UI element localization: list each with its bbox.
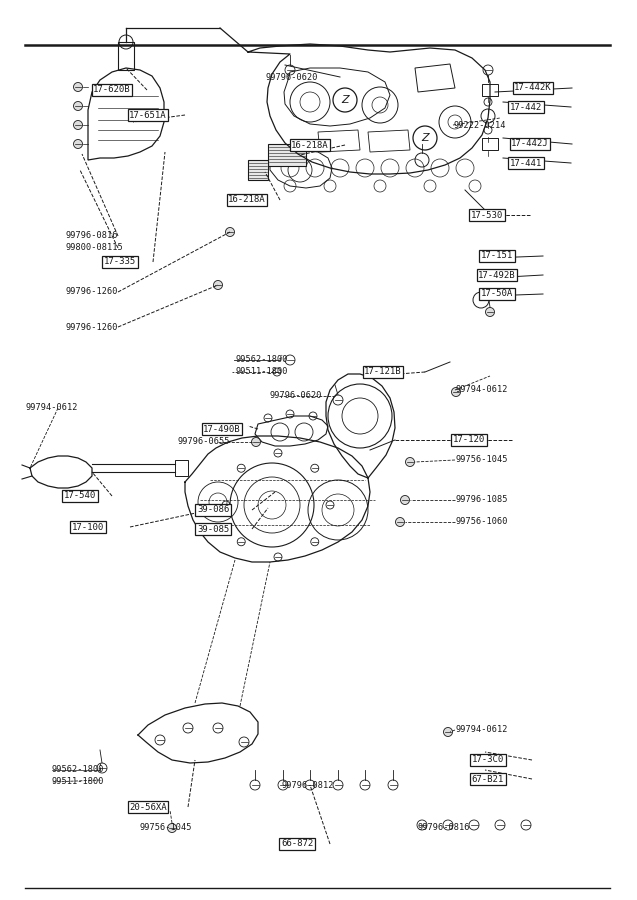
Text: 17-651A: 17-651A <box>129 111 167 120</box>
Text: 99756-1060: 99756-1060 <box>455 518 508 526</box>
Text: 17-3C0: 17-3C0 <box>472 755 504 764</box>
Text: 17-50A: 17-50A <box>481 290 513 299</box>
Text: 99796-0620: 99796-0620 <box>270 392 322 400</box>
Text: 99796-0620: 99796-0620 <box>266 73 318 82</box>
Text: 17-120: 17-120 <box>453 436 485 445</box>
Text: 16-218A: 16-218A <box>291 140 329 149</box>
Text: 17-335: 17-335 <box>104 257 136 266</box>
Text: 17-441: 17-441 <box>510 158 542 167</box>
Circle shape <box>452 388 461 397</box>
Text: 99562-1800: 99562-1800 <box>52 766 104 775</box>
Circle shape <box>225 228 234 237</box>
Text: 99756-1045: 99756-1045 <box>140 824 192 832</box>
Text: Z: Z <box>421 133 429 143</box>
Text: 99796-0816: 99796-0816 <box>65 231 117 240</box>
Text: 17-620B: 17-620B <box>93 86 131 94</box>
Text: 99222-0214: 99222-0214 <box>454 121 506 130</box>
Text: 16-218A: 16-218A <box>228 195 266 204</box>
Text: 17-490B: 17-490B <box>203 425 241 434</box>
Text: 99794-0612: 99794-0612 <box>25 403 78 412</box>
Circle shape <box>73 102 83 111</box>
Text: 99796-0812: 99796-0812 <box>282 780 334 789</box>
Text: 20-56XA: 20-56XA <box>129 803 167 812</box>
Text: 66-872: 66-872 <box>281 840 313 849</box>
Text: 99511-1800: 99511-1800 <box>236 367 289 376</box>
Text: Z: Z <box>341 95 349 105</box>
Text: 39-086: 39-086 <box>197 506 229 515</box>
Text: 99796-1260: 99796-1260 <box>65 287 117 296</box>
Circle shape <box>401 496 410 505</box>
Text: 99796-1085: 99796-1085 <box>455 496 508 505</box>
Text: 17-530: 17-530 <box>471 211 503 220</box>
Circle shape <box>73 83 83 92</box>
Text: 99511-1800: 99511-1800 <box>52 778 104 787</box>
Text: 17-442K: 17-442K <box>514 84 552 93</box>
Text: 39-085: 39-085 <box>197 525 229 534</box>
Text: 99796-0816: 99796-0816 <box>418 824 471 832</box>
Text: 17-442: 17-442 <box>510 103 542 112</box>
Circle shape <box>73 140 83 148</box>
Text: 17-100: 17-100 <box>72 523 104 532</box>
Text: 99756-1045: 99756-1045 <box>455 455 508 464</box>
Text: 99796-1260: 99796-1260 <box>65 322 117 331</box>
Text: 99796-0655: 99796-0655 <box>178 437 231 446</box>
Text: 17-121B: 17-121B <box>364 367 402 376</box>
Circle shape <box>213 281 222 290</box>
Polygon shape <box>248 160 268 180</box>
Circle shape <box>485 308 494 317</box>
Text: 99794-0612: 99794-0612 <box>455 385 508 394</box>
Circle shape <box>252 437 261 446</box>
Circle shape <box>443 727 452 736</box>
Circle shape <box>406 457 415 466</box>
Polygon shape <box>268 144 306 166</box>
Text: 99794-0612: 99794-0612 <box>455 725 508 734</box>
Circle shape <box>396 518 404 526</box>
Text: 99562-1800: 99562-1800 <box>236 356 289 364</box>
Text: 17-151: 17-151 <box>481 251 513 260</box>
Text: 17-442J: 17-442J <box>511 140 549 148</box>
Text: 17-540: 17-540 <box>64 491 96 500</box>
Text: 67-B21: 67-B21 <box>472 775 504 784</box>
Circle shape <box>168 824 176 832</box>
Text: 99800-08115: 99800-08115 <box>65 244 123 253</box>
Circle shape <box>73 121 83 130</box>
Text: 17-492B: 17-492B <box>478 271 516 280</box>
